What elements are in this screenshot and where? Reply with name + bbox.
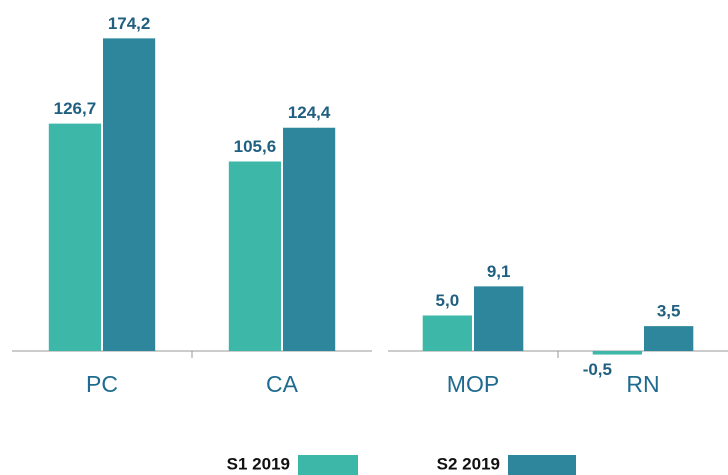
x-tick-label: RN (626, 371, 659, 397)
bar (592, 351, 642, 355)
bar (48, 123, 101, 351)
data-label: 5,0 (436, 291, 460, 310)
data-label: 126,7 (54, 99, 97, 118)
bar (103, 38, 156, 351)
legend-swatch (298, 455, 358, 475)
bar (228, 161, 281, 351)
x-tick-label: PC (86, 371, 118, 397)
data-label: 174,2 (108, 14, 151, 33)
bar (474, 286, 524, 351)
data-label: 105,6 (234, 137, 277, 156)
legend-label: S2 2019 (437, 454, 500, 473)
data-label: 124,4 (288, 103, 331, 122)
legend-swatch (508, 455, 576, 475)
data-label: -0,5 (583, 360, 612, 379)
data-label: 3,5 (657, 302, 681, 321)
legend-label: S1 2019 (227, 454, 290, 473)
bar (422, 315, 472, 351)
x-tick-label: CA (266, 371, 299, 397)
x-tick-label: MOP (447, 371, 499, 397)
data-label: 9,1 (487, 262, 511, 281)
bar (283, 127, 336, 351)
bar (644, 326, 694, 351)
